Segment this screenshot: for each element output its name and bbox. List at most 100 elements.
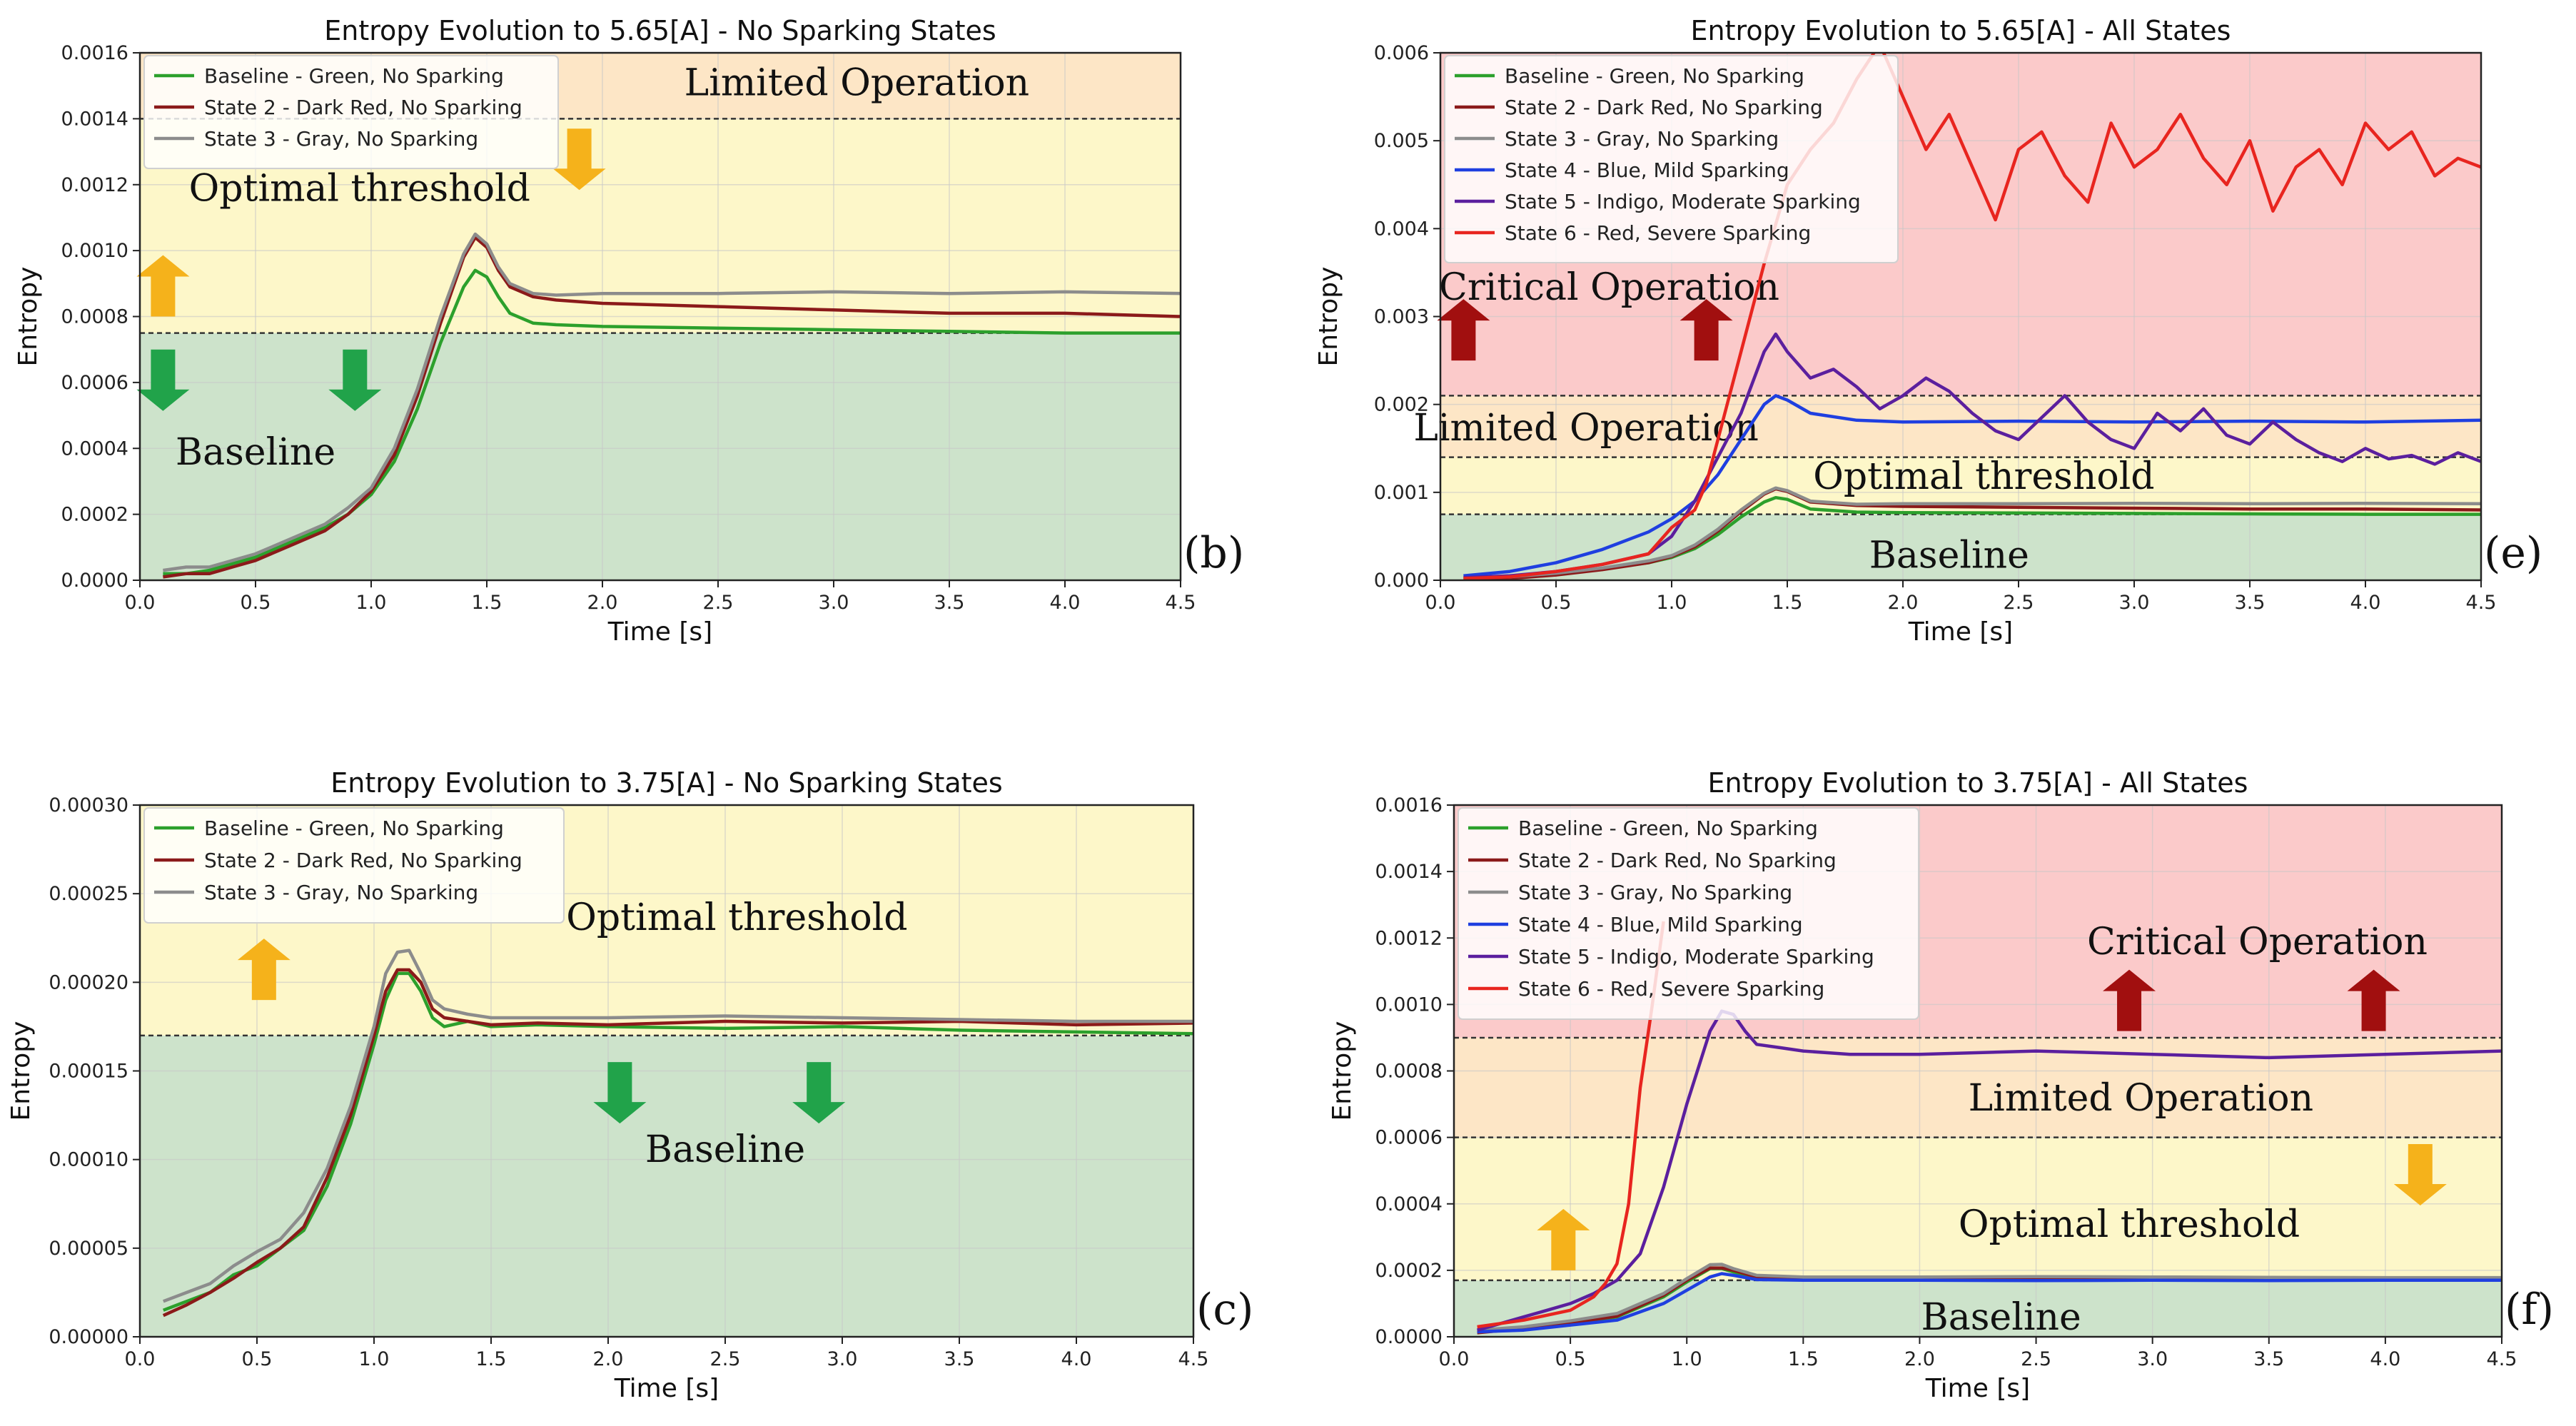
y-tick-label: 0.0008 [1375,1061,1443,1083]
y-tick-label: 0.0002 [61,504,128,526]
legend-entry: State 4 - Blue, Mild Sparking [1505,158,1789,182]
arrow-up-icon [2103,969,2156,1031]
legend-entry: Baseline - Green, No Sparking [204,816,504,840]
x-tick-label: 4.0 [2350,592,2381,614]
series-line-state-6 [1463,53,2481,580]
legend-box [143,807,565,924]
series-line-state-4 [1477,1272,2502,1334]
panel-c: Baseline Optimal threshold 0.0 0.5 1.0 1.5 2.0… [6,767,1253,1403]
x-tick-label: 3.5 [944,1348,975,1370]
legend: Baseline - Green, No Sparking State 2 - D… [1444,55,1899,263]
x-tick-label: 3.0 [2137,1348,2168,1370]
x-axis-label: Time [s] [614,1374,719,1403]
x-tick-label: 0.0 [1439,1348,1470,1370]
legend-entry: Baseline - Green, No Sparking [1505,64,1804,88]
y-tick-label: 0.00030 [49,794,128,816]
x-tick-label: 0.5 [242,1348,273,1370]
series-line-state-2 [162,968,1193,1318]
x-tick-label: 0.0 [1425,592,1456,614]
x-tick-label: 2.5 [703,592,734,614]
x-tick-label: 3.0 [819,592,849,614]
legend-box [143,55,559,169]
legend-entry: State 4 - Blue, Mild Sparking [1518,913,1803,936]
legend-entry: State 3 - Gray, No Sparking [1505,127,1779,151]
y-tick-label: 0.00020 [49,971,128,993]
legend-entry: State 2 - Dark Red, No Sparking [204,96,522,119]
y-tick-label: 0.00010 [49,1149,128,1171]
x-tick-label: 3.5 [934,592,965,614]
y-tick-label: 0.005 [1374,130,1429,152]
y-tick-label: 0.00000 [49,1326,128,1348]
x-axis-label: Time [s] [1908,617,2013,647]
chart-title: Entropy Evolution to 3.75[A] - All State… [1708,767,2248,799]
series-group [1463,53,2481,580]
zone-label-limited-operation: Limited Operation [1969,1077,2313,1120]
y-tick-label: 0.0014 [1375,861,1443,883]
x-tick-label: 4.5 [2466,592,2497,614]
x-tick-label: 2.5 [710,1348,741,1370]
series-line-baseline [163,268,1181,576]
x-tick-label: 2.0 [1904,1348,1935,1370]
y-tick-label: 0.0000 [1375,1326,1443,1348]
legend-entry: State 5 - Indigo, Moderate Sparking [1505,190,1861,213]
legend-entry: State 2 - Dark Red, No Sparking [204,849,522,872]
y-tick-label: 0.0016 [61,42,128,64]
x-tick-label: 1.0 [356,592,387,614]
zone-label-limited-operation: Limited Operation [1413,407,1758,450]
y-tick-label: 0.00025 [49,883,128,905]
zone-label-optimal-threshold: Optimal threshold [1959,1203,2300,1246]
x-tick-label: 4.5 [1178,1348,1209,1370]
arrow-up-icon [136,255,190,317]
y-axis-label: Entropy [1314,267,1343,367]
legend-entry: State 3 - Gray, No Sparking [1518,881,1792,904]
grid [139,804,1194,1337]
arrow-down-icon [328,349,382,411]
legend-entry: State 5 - Indigo, Moderate Sparking [1518,945,1874,969]
x-tick-label: 2.5 [2004,592,2034,614]
series-line-state-5 [1463,332,2481,580]
x-tick-label: 4.5 [1166,592,1196,614]
y-tick-label: 0.00005 [49,1238,128,1260]
zone-limited-operation [1454,1037,2502,1138]
y-tick-label: 0.0004 [61,438,128,460]
x-tick-label: 2.0 [587,592,618,614]
legend-entry: Baseline - Green, No Sparking [1518,816,1818,840]
zone-label-optimal-threshold: Optimal threshold [1813,455,2154,498]
chart-title: Entropy Evolution to 5.65[A] - All State… [1691,15,2231,46]
zone-label-optimal-threshold: Optimal threshold [189,167,530,210]
x-axis-label: Time [s] [1925,1374,2030,1403]
legend-box [1444,55,1899,263]
y-axis-label: Entropy [6,1021,36,1121]
y-tick-label: 0.0000 [61,570,128,592]
arrow-up-icon [237,939,291,1001]
x-tick-label: 0.5 [1541,592,1572,614]
y-tick-label: 0.0012 [1375,927,1443,949]
arrow-down-icon [136,349,190,411]
x-tick-label: 0.5 [1555,1348,1586,1370]
y-tick-label: 0.00015 [49,1061,128,1083]
panel-label: (e) [2484,528,2542,578]
series-line-state-3 [1477,1263,2502,1332]
x-tick-label: 2.0 [593,1348,624,1370]
series-line-state-3 [163,232,1181,572]
legend-entry: State 6 - Red, Severe Sparking [1505,221,1811,245]
y-tick-label: 0.0004 [1375,1193,1443,1215]
legend-box [1458,807,1919,1020]
y-tick-label: 0.0010 [1375,993,1443,1016]
series-group [163,232,1181,579]
chart-title: Entropy Evolution to 3.75[A] - No Sparki… [330,767,1002,799]
y-tick-label: 0.0014 [61,108,128,130]
x-tick-label: 1.5 [1772,592,1803,614]
arrow-down-icon [2393,1143,2447,1205]
y-tick-label: 0.006 [1374,42,1429,64]
y-tick-label: 0.0006 [61,372,128,394]
x-tick-label: 3.0 [827,1348,858,1370]
zone-label-baseline: Baseline [1869,535,2029,577]
legend: Baseline - Green, No Sparking State 2 - D… [1458,807,1919,1020]
x-tick-label: 1.5 [476,1348,507,1370]
x-tick-label: 3.5 [2235,592,2266,614]
x-tick-label: 4.0 [2370,1348,2400,1370]
y-tick-label: 0.0012 [61,174,128,196]
x-tick-label: 0.0 [125,1348,156,1370]
